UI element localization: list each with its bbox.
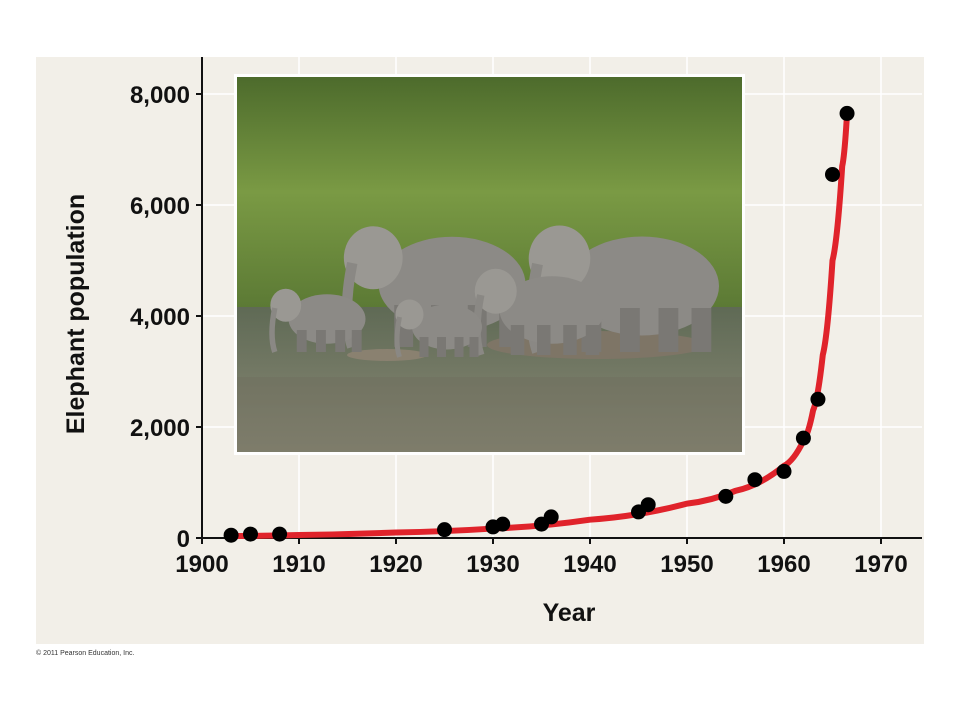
x-tick-label: 1920 [369,551,422,578]
fit-curve [228,110,851,540]
elephant-leg [454,337,464,357]
y-tick-label: 4,000 [130,304,190,331]
elephant-body [499,276,605,344]
fit-curve-line [228,110,851,540]
elephant-head [474,268,517,314]
y-tick-label: 6,000 [130,193,190,220]
elephant-population-chart: 1900 1910 1920 1930 1940 1950 1960 1970 0 2,000 4,… [62,57,922,627]
x-tick-label: 1900 [175,551,228,578]
elephant-leg [469,337,479,357]
data-point [825,166,840,182]
x-axis-title: Year [543,599,596,627]
data-point [243,526,258,542]
chart-panel: 1900 1910 1920 1930 1940 1950 1960 1970 0 2,000 4,… [36,57,924,644]
tick-labels: 1900 1910 1920 1930 1940 1950 1960 1970 0 2,000 4,… [130,82,908,578]
data-point [272,526,288,542]
y-tick-label: 2,000 [130,415,190,442]
elephant-leg [510,325,525,355]
data-point [543,509,559,525]
x-tick-label: 1960 [757,551,810,578]
elephant-head [343,226,403,290]
y-axis-title: Elephant population [62,194,90,434]
photo-rock-small [347,349,427,361]
data-point [810,391,826,407]
x-tick-label: 1930 [466,551,519,578]
elephant-medium [473,268,605,357]
copyright-notice: © 2011 Pearson Education, Inc. [36,650,135,657]
elephant-leg [335,330,346,352]
data-point [718,488,734,504]
data-point [747,472,763,488]
photo-reflection [237,377,742,452]
elephant-leg [437,337,446,357]
elephant-body [412,304,482,350]
data-point [495,516,511,532]
elephant-leg [537,325,551,355]
axes [196,57,922,544]
elephant-head [395,299,424,330]
elephant-trunk [269,307,278,353]
data-point [640,497,656,513]
elephant-leg [563,325,577,355]
elephant-leg [691,308,712,352]
data-point [776,463,792,479]
elephant-head [270,288,302,322]
elephant-leg [316,330,326,352]
elephant-leg [585,325,600,355]
x-tick-label: 1910 [272,551,325,578]
elephant-body [288,294,366,344]
data-point [839,105,855,121]
elephant-head [528,225,591,292]
elephant-calf-left [269,288,366,353]
elephant-leg [419,337,429,357]
data-points [223,105,855,543]
data-point [437,522,452,538]
elephant-leg [658,308,679,352]
x-tick-label: 1940 [563,551,616,578]
elephant-calf-middle [394,299,482,358]
elephant-leg [296,330,307,352]
y-tick-label: 0 [177,526,190,553]
elephant-trunk [394,316,402,358]
y-tick-label: 8,000 [130,82,190,109]
x-tick-label: 1950 [660,551,713,578]
elephant-leg [351,330,362,352]
elephant-leg [620,308,640,352]
data-point [795,430,811,446]
x-tick-label: 1970 [854,551,907,578]
data-point [223,527,239,543]
inset-photo [234,74,745,455]
